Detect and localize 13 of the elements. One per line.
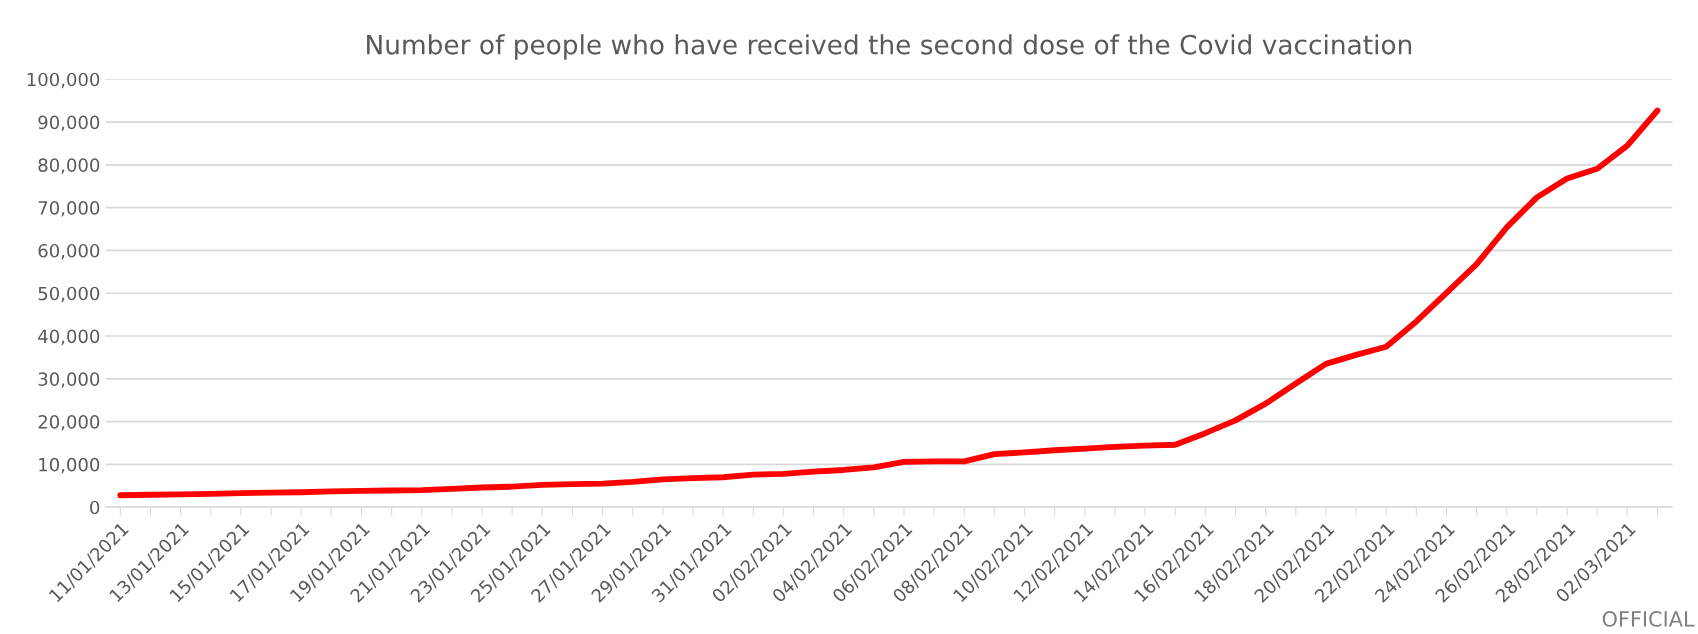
y-tick-label: 50,000 <box>38 286 100 303</box>
text: OFFICIAL <box>1602 611 1695 627</box>
y-tick-label: 70,000 <box>38 201 100 217</box>
y-tick-label: 0 <box>90 500 100 515</box>
y-tick-label: 20,000 <box>38 415 100 431</box>
chart-title: Number of people who have received the second dose of the Covid vaccination <box>367 34 1412 60</box>
y-tick-label: 80,000 <box>38 158 100 174</box>
y-tick-label: 10,000 <box>39 457 100 474</box>
y-tick-label: 30,000 <box>38 372 100 388</box>
y-tick-label: 90,000 <box>38 115 100 131</box>
y-tick-label: 60,000 <box>38 243 100 260</box>
y-tick-label: 40,000 <box>38 329 100 345</box>
y-tick-label: 100,000 <box>27 72 100 89</box>
